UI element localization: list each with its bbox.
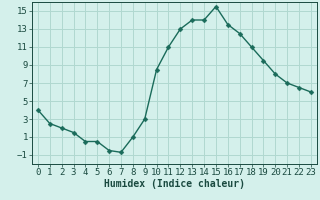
X-axis label: Humidex (Indice chaleur): Humidex (Indice chaleur) [104, 179, 245, 189]
